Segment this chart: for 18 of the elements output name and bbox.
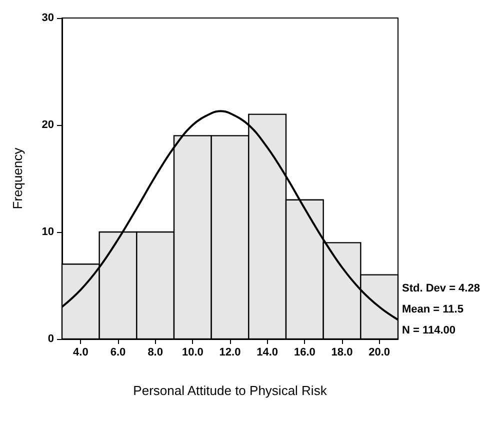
x-tick-label: 8.0 bbox=[148, 346, 163, 358]
y-tick-label: 10 bbox=[42, 226, 54, 238]
x-tick-label: 10.0 bbox=[182, 346, 204, 358]
x-axis-title: Personal Attitude to Physical Risk bbox=[133, 383, 328, 398]
x-tick-label: 18.0 bbox=[331, 346, 353, 358]
y-axis-title: Frequency bbox=[10, 147, 25, 210]
y-tick-label: 20 bbox=[42, 119, 54, 131]
text: N = 114.00 bbox=[402, 324, 456, 336]
x-tick-label: 12.0 bbox=[219, 346, 241, 358]
text: Std. Dev = 4.28 bbox=[402, 282, 480, 294]
x-tick-label: 6.0 bbox=[110, 346, 126, 358]
y-tick-label: 30 bbox=[42, 12, 54, 24]
x-tick-label: 20.0 bbox=[368, 346, 390, 358]
text: Mean = 11.5 bbox=[402, 304, 464, 316]
x-tick-label: 4.0 bbox=[73, 346, 88, 358]
x-tick-label: 16.0 bbox=[294, 346, 316, 358]
x-tick-label: 14.0 bbox=[256, 346, 278, 358]
y-tick-label: 0 bbox=[48, 333, 54, 345]
